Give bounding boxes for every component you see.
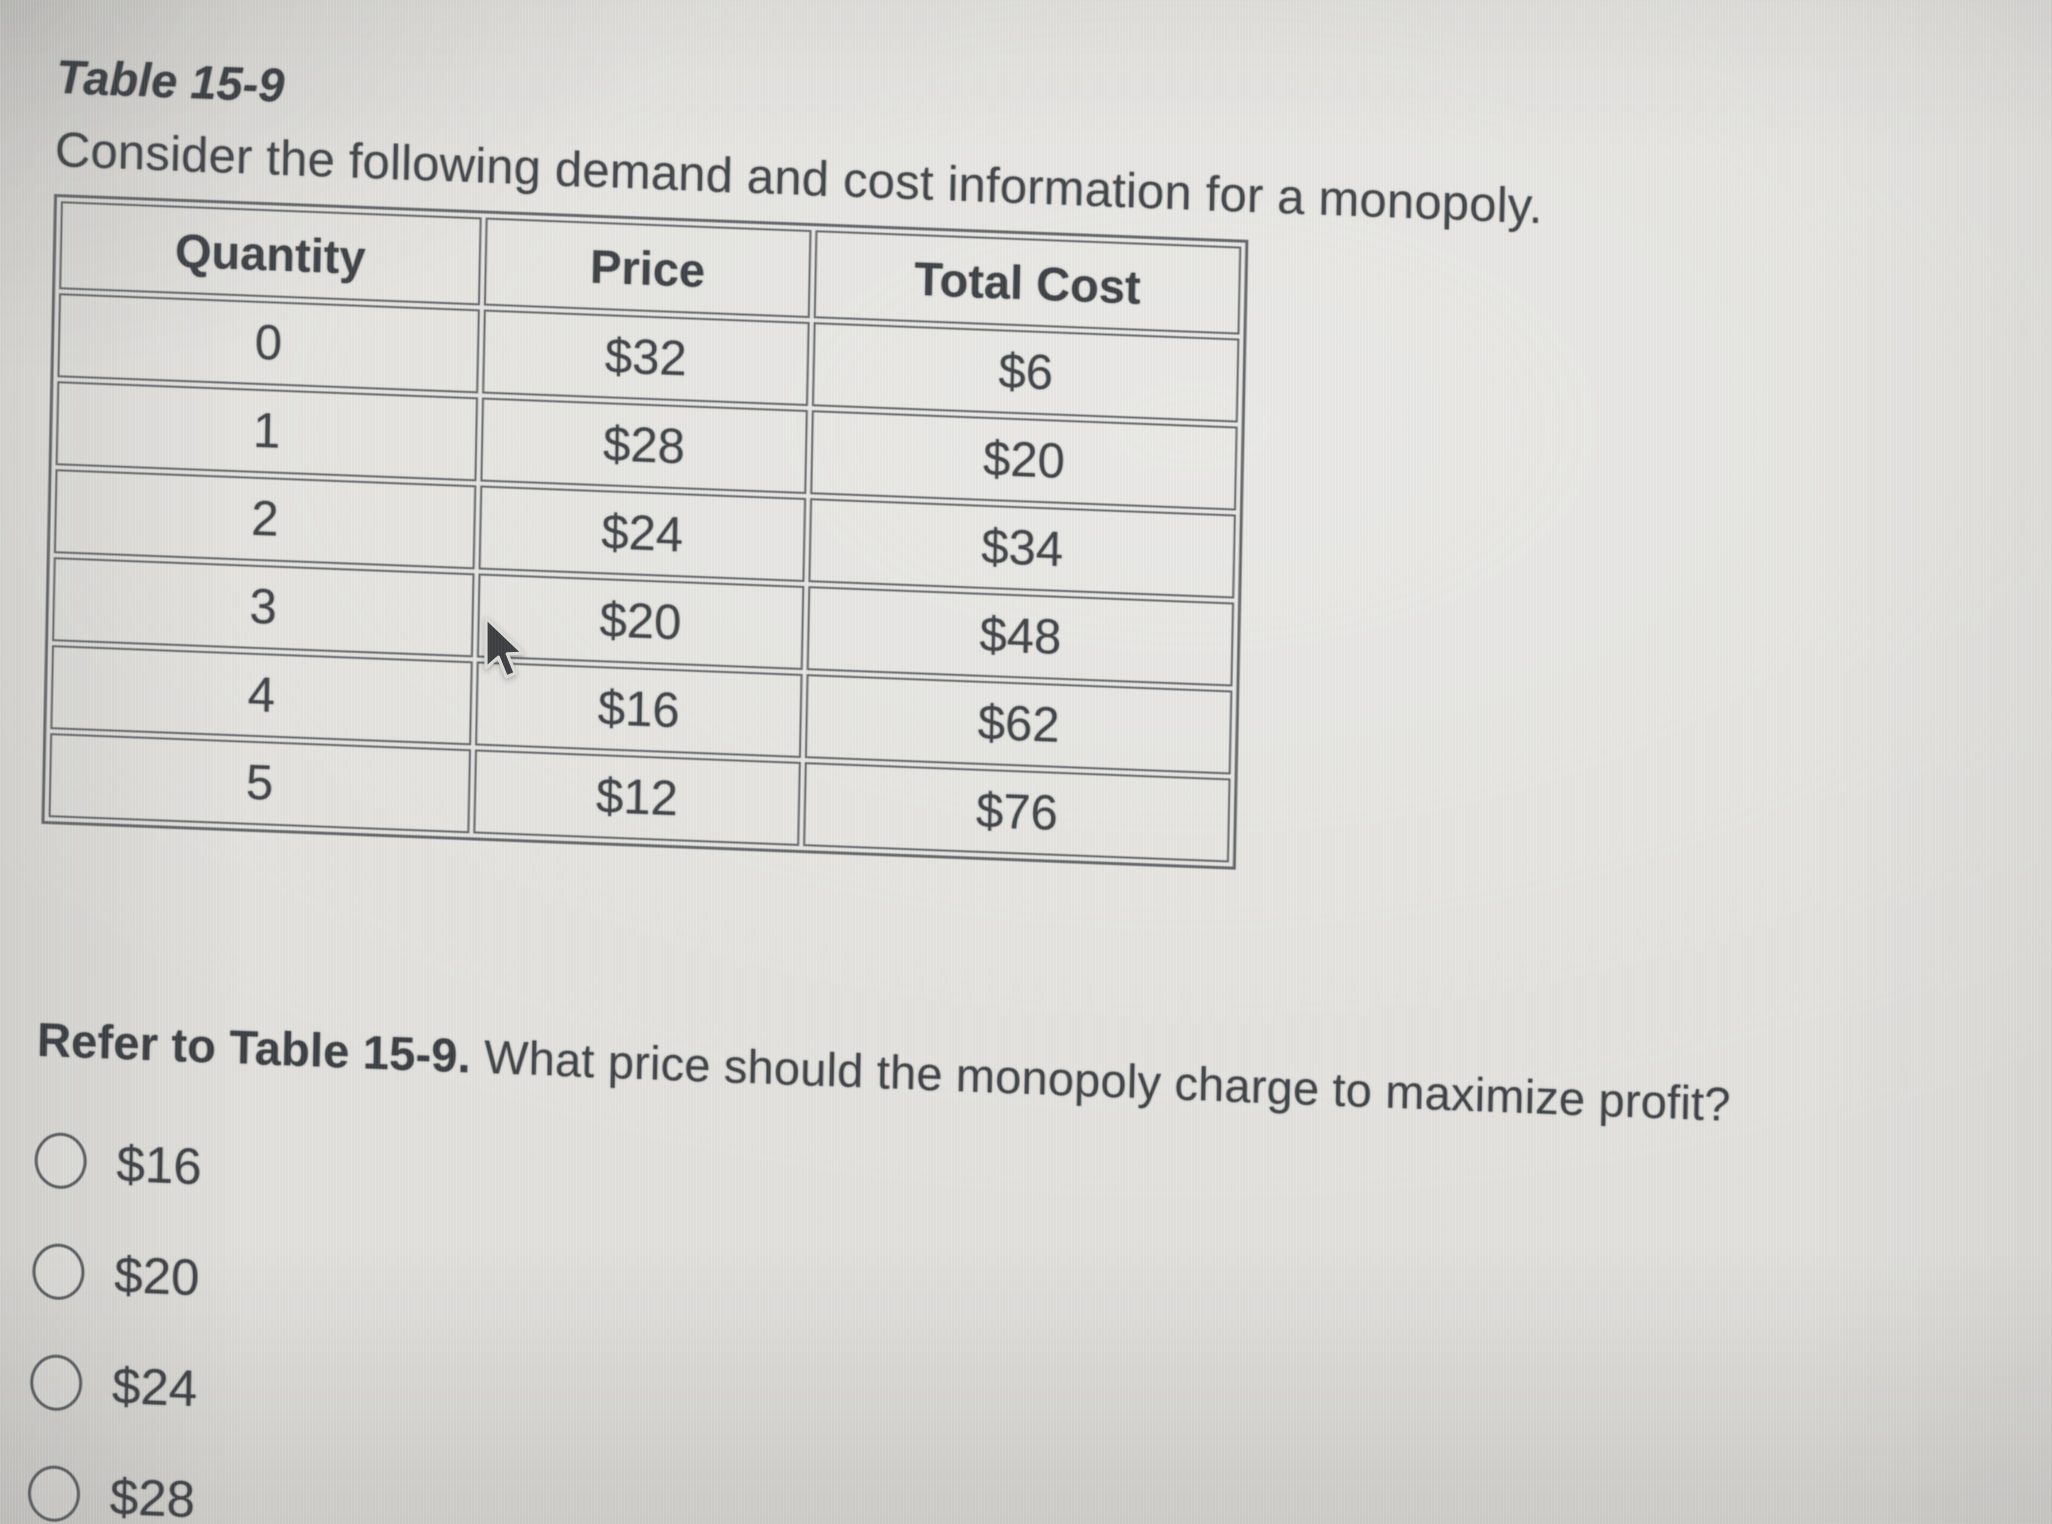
radio-button[interactable] [34, 1131, 88, 1190]
cell-price: $28 [480, 397, 808, 495]
header-total-cost: Total Cost [813, 230, 1242, 335]
question-ref: Refer to Table 15-9. [36, 1012, 472, 1083]
cell-price: $32 [481, 309, 810, 407]
cell-price: $12 [473, 749, 801, 846]
option-label: $24 [111, 1356, 198, 1417]
cell-quantity: 2 [53, 469, 477, 570]
radio-button[interactable] [31, 1242, 85, 1301]
option-label: $28 [109, 1467, 196, 1524]
cell-total-cost: $62 [804, 674, 1233, 775]
cell-total-cost: $76 [803, 762, 1231, 863]
question-text: Refer to Table 15-9. What price should t… [36, 1009, 1936, 1144]
cell-quantity: 5 [48, 733, 471, 834]
cell-quantity: 1 [55, 381, 478, 482]
demand-cost-table: Quantity Price Total Cost 0 $32 $6 1 $28… [41, 193, 1249, 870]
radio-button[interactable] [27, 1464, 81, 1523]
answer-option-20[interactable]: $20 [31, 1242, 1932, 1373]
cell-quantity: 3 [52, 557, 475, 658]
header-quantity: Quantity [59, 201, 482, 306]
cell-total-cost: $20 [810, 410, 1238, 511]
option-label: $16 [116, 1134, 203, 1195]
cell-total-cost: $34 [808, 498, 1236, 599]
answer-option-28[interactable]: $28 [27, 1464, 1927, 1524]
radio-button[interactable] [29, 1353, 83, 1412]
answer-options: $16 $20 $24 $28 [27, 1131, 1934, 1524]
answer-option-16[interactable]: $16 [34, 1131, 1934, 1262]
cell-total-cost: $6 [812, 322, 1240, 423]
cell-price: $24 [478, 485, 807, 583]
cell-price: $16 [474, 661, 803, 758]
option-label: $20 [113, 1245, 201, 1306]
answer-option-24[interactable]: $24 [29, 1353, 1930, 1484]
cell-quantity: 0 [57, 293, 480, 394]
header-price: Price [483, 217, 812, 319]
quiz-question-area: Table 15-9 Consider the following demand… [26, 48, 1956, 1524]
cell-quantity: 4 [50, 645, 473, 746]
question-body: What price should the monopoly charge to… [470, 1029, 1732, 1131]
cell-total-cost: $48 [806, 586, 1235, 687]
cell-price: $20 [476, 573, 805, 670]
